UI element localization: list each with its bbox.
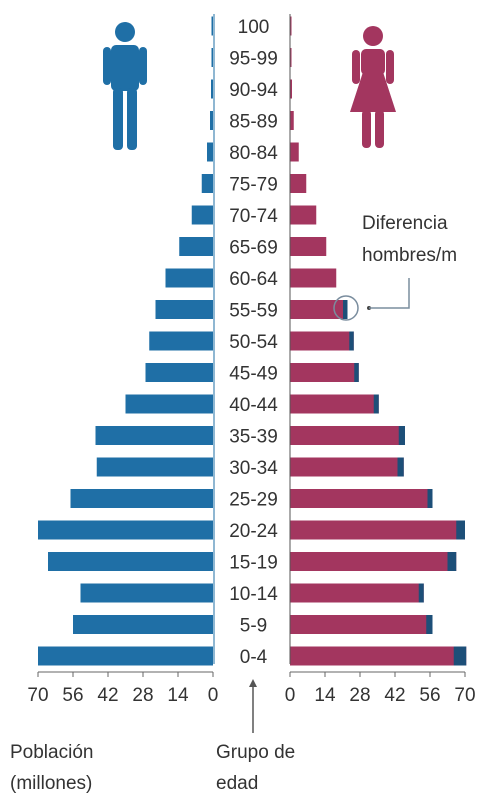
- female-bar-20-24: [290, 521, 465, 540]
- male-bar-85-89: [210, 111, 213, 130]
- female-bar-40-44: [290, 395, 379, 414]
- x-tick-label: 0: [285, 685, 296, 706]
- male-bar-45-49: [146, 363, 214, 382]
- male-bar-60-64: [166, 269, 214, 288]
- male-bar-75-79: [202, 174, 213, 193]
- x-tick-label: 70: [27, 685, 48, 706]
- female-figure-icon: [350, 26, 396, 148]
- x-tick-label: 14: [167, 685, 189, 706]
- female-bar-45-49: [290, 363, 359, 382]
- x-tick-label: 28: [349, 685, 370, 706]
- male-bar-25-29: [71, 489, 214, 508]
- age-group-label: 0-4: [240, 647, 268, 668]
- male-bar-10-14: [81, 584, 214, 603]
- male-bar-65-69: [179, 237, 213, 256]
- age-group-label: 85-89: [229, 112, 278, 133]
- female-bar-55-59: [290, 300, 348, 319]
- difference-bar-5-9: [426, 615, 432, 634]
- difference-bar-20-24: [456, 521, 465, 540]
- age-group-label: 35-39: [229, 427, 278, 448]
- male-figure-icon: [103, 22, 147, 150]
- difference-bar-35-39: [399, 426, 405, 445]
- x-tick-label: 56: [62, 685, 83, 706]
- difference-bar-25-29: [428, 489, 433, 508]
- male-bar-20-24: [38, 521, 213, 540]
- male-bar-30-34: [97, 458, 213, 477]
- male-bar-70-74: [192, 206, 213, 225]
- female-bar-10-14: [290, 584, 424, 603]
- x-tick-label: 70: [454, 685, 475, 706]
- difference-bar-40-44: [374, 395, 379, 414]
- male-bar-40-44: [126, 395, 214, 414]
- female-bar-5-9: [290, 615, 433, 634]
- female-bar-35-39: [290, 426, 405, 445]
- x-tick-label: 28: [132, 685, 153, 706]
- x-tick-label: 14: [314, 685, 336, 706]
- age-group-label: 100: [238, 17, 270, 38]
- difference-bar-45-49: [354, 363, 359, 382]
- age-group-arrow: [249, 679, 257, 733]
- x-tick-label: 42: [384, 685, 405, 706]
- age-group-label: 15-19: [229, 553, 278, 574]
- female-bar-75-79: [290, 174, 306, 193]
- male-bar-55-59: [156, 300, 214, 319]
- age-group-label: 95-99: [229, 49, 278, 70]
- female-bar-60-64: [290, 269, 336, 288]
- female-bar-70-74: [290, 206, 316, 225]
- male-bar-0-4: [38, 647, 213, 666]
- male-bar-35-39: [96, 426, 214, 445]
- age-group-axis-title: Grupo de edad: [216, 737, 306, 799]
- age-group-label: 40-44: [229, 395, 278, 416]
- male-bar-90-94: [211, 80, 213, 99]
- age-group-label: 5-9: [240, 616, 267, 637]
- age-group-label: 20-24: [229, 521, 278, 542]
- difference-bar-30-34: [398, 458, 404, 477]
- female-bar-50-54: [290, 332, 354, 351]
- age-group-label: 60-64: [229, 269, 278, 290]
- age-group-label: 45-49: [229, 364, 278, 385]
- female-bar-15-19: [290, 552, 456, 571]
- age-group-label: 50-54: [229, 332, 278, 353]
- difference-bar-50-54: [349, 332, 354, 351]
- population-axis-title: Población (millones): [10, 737, 160, 799]
- difference-bar-55-59: [343, 300, 348, 319]
- age-group-label: 75-79: [229, 175, 278, 196]
- male-bars: [38, 17, 213, 666]
- male-bar-15-19: [48, 552, 213, 571]
- female-bar-0-4: [290, 647, 466, 666]
- x-tick-label: 0: [208, 685, 219, 706]
- age-group-labels: 100 95-99 90-94 85-89 80-84 75-79 70-74 65-69 60…: [229, 17, 278, 668]
- age-group-label: 80-84: [229, 143, 278, 164]
- difference-bar-0-4: [454, 647, 467, 666]
- female-bar-65-69: [290, 237, 326, 256]
- age-group-label: 10-14: [229, 584, 278, 605]
- male-bar-80-84: [207, 143, 213, 162]
- annotation-label: Diferencia hombres/m: [362, 208, 496, 272]
- difference-bar-15-19: [448, 552, 457, 571]
- male-bar-5-9: [73, 615, 213, 634]
- male-bar-95-99: [212, 48, 214, 67]
- female-bar-80-84: [290, 143, 299, 162]
- age-group-label: 55-59: [229, 301, 278, 322]
- annotation-leader-line: [369, 278, 409, 308]
- female-bar-85-89: [290, 111, 294, 130]
- x-tick-label: 56: [419, 685, 440, 706]
- male-bar-50-54: [149, 332, 213, 351]
- age-group-label: 65-69: [229, 238, 278, 259]
- age-group-label: 90-94: [229, 80, 278, 101]
- x-tick-label: 42: [97, 685, 118, 706]
- male-bar-100: [212, 17, 214, 36]
- age-group-label: 30-34: [229, 458, 278, 479]
- age-group-label: 70-74: [229, 206, 278, 227]
- female-bar-30-34: [290, 458, 404, 477]
- annotation-text: Diferencia hombres/m: [362, 208, 482, 272]
- female-bar-25-29: [290, 489, 433, 508]
- difference-bar-10-14: [419, 584, 424, 603]
- age-group-label: 25-29: [229, 490, 278, 511]
